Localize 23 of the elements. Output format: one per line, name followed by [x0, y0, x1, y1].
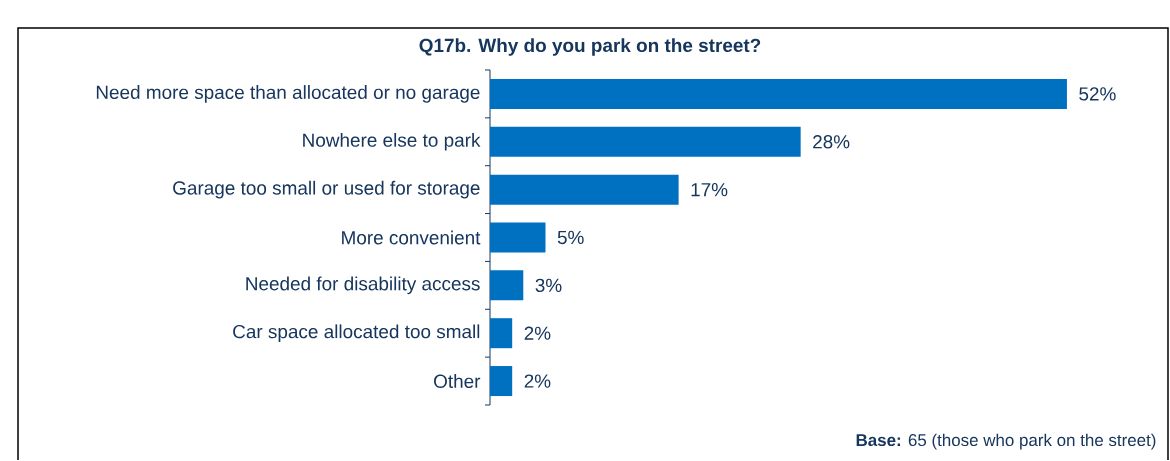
chart-title: Q17b. Why do you park on the street? [419, 38, 761, 56]
text: Base: 65 (those who park on the street) [856, 433, 1156, 450]
bar [490, 222, 546, 253]
bar [490, 318, 513, 349]
y-tick-label: Nowhere else to park [303, 132, 481, 151]
data-label: 2% [524, 374, 551, 388]
data-label: 5% [557, 230, 584, 245]
data-label: 52% [1079, 87, 1116, 101]
y-tick-label: Car space allocated too small [233, 324, 480, 343]
y-tick-label: Needed for disability access [246, 276, 480, 295]
bar [490, 366, 513, 397]
data-label: 3% [535, 278, 562, 293]
bar [490, 126, 801, 157]
data-label: 28% [813, 135, 850, 149]
bar [490, 270, 524, 301]
data-label: 17% [691, 183, 728, 197]
y-tick-label: More convenient [342, 230, 481, 245]
y-tick-label: Need more space than allocated or no garage [96, 85, 480, 103]
bar [490, 174, 679, 205]
data-label: 2% [524, 326, 551, 340]
bar [490, 78, 1067, 109]
y-tick-label: Other [434, 374, 481, 389]
y-tick-label: Garage too small or used for storage [173, 180, 480, 199]
